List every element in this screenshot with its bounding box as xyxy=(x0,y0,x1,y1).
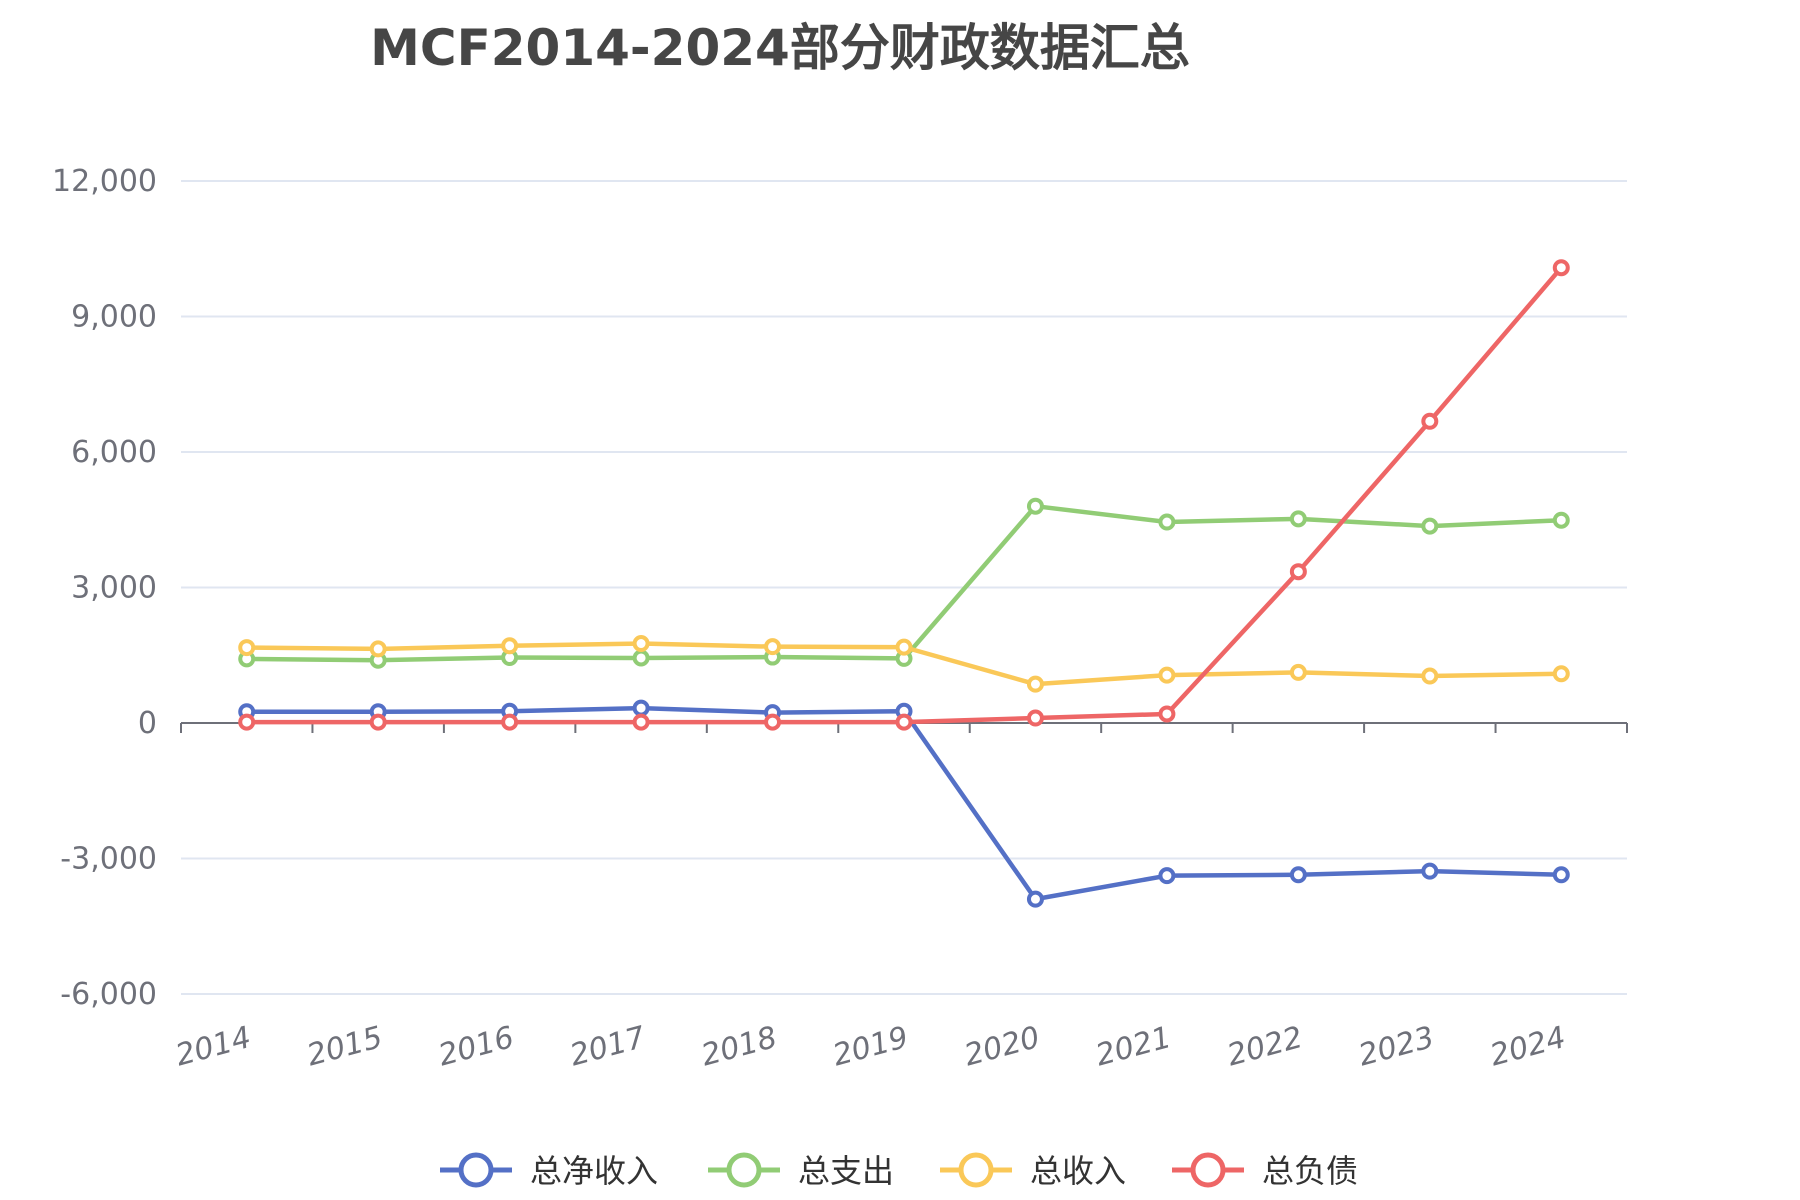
y-tick-label: 0 xyxy=(138,706,157,741)
data-point[interactable] xyxy=(632,635,650,653)
data-point[interactable] xyxy=(1026,709,1044,727)
legend-label: 总支出 xyxy=(798,1152,894,1190)
data-point[interactable] xyxy=(369,640,387,658)
data-point[interactable] xyxy=(764,713,782,731)
data-point[interactable] xyxy=(632,713,650,731)
data-point[interactable] xyxy=(1289,663,1307,681)
x-tick-label: 2015 xyxy=(303,1020,386,1074)
x-tick-label: 2023 xyxy=(1355,1020,1438,1074)
x-tick-label: 2020 xyxy=(961,1020,1044,1074)
x-tick-label: 2019 xyxy=(829,1020,912,1074)
series-line xyxy=(246,503,1562,663)
data-point[interactable] xyxy=(1552,665,1570,683)
data-point[interactable] xyxy=(1158,867,1176,885)
data-point[interactable] xyxy=(1026,890,1044,908)
data-point[interactable] xyxy=(501,713,519,731)
legend-item[interactable]: 总负债 xyxy=(1172,1152,1358,1190)
x-tick-label: 2022 xyxy=(1224,1020,1307,1074)
data-point[interactable] xyxy=(632,649,650,667)
data-point[interactable] xyxy=(369,713,387,731)
legend-label: 总净收入 xyxy=(530,1152,658,1190)
legend-item[interactable]: 总支出 xyxy=(708,1152,894,1190)
series-总负债 xyxy=(238,259,1570,731)
data-point[interactable] xyxy=(1026,675,1044,693)
data-point[interactable] xyxy=(895,638,913,656)
legend-swatch-marker xyxy=(958,1152,994,1188)
legend-swatch-marker xyxy=(1190,1152,1226,1188)
series-总净收入 xyxy=(238,699,1570,908)
data-point[interactable] xyxy=(1289,563,1307,581)
data-point[interactable] xyxy=(1289,510,1307,528)
data-point[interactable] xyxy=(1421,517,1439,535)
data-point[interactable] xyxy=(1421,412,1439,430)
data-point[interactable] xyxy=(1158,666,1176,684)
x-tick-label: 2018 xyxy=(698,1020,781,1074)
data-point[interactable] xyxy=(1552,866,1570,884)
legend[interactable]: 总净收入 总支出 总收入 总负债 xyxy=(440,1152,1358,1190)
y-tick-label: 9,000 xyxy=(71,300,157,335)
x-tick-label: 2017 xyxy=(566,1020,649,1074)
y-tick-label: 3,000 xyxy=(71,571,157,606)
legend-item[interactable]: 总收入 xyxy=(940,1152,1126,1190)
legend-label: 总收入 xyxy=(1030,1152,1126,1190)
data-point[interactable] xyxy=(1421,667,1439,685)
legend-swatch-marker xyxy=(726,1152,762,1188)
data-point[interactable] xyxy=(895,713,913,731)
data-point[interactable] xyxy=(1158,705,1176,723)
x-tick-label: 2021 xyxy=(1092,1020,1175,1074)
y-tick-label: 12,000 xyxy=(52,164,157,199)
data-point[interactable] xyxy=(1026,497,1044,515)
grid-lines xyxy=(181,180,1627,995)
x-tick-label: 2014 xyxy=(172,1020,255,1074)
data-point[interactable] xyxy=(238,713,256,731)
data-point[interactable] xyxy=(1552,511,1570,529)
series-group xyxy=(238,259,1570,908)
data-point[interactable] xyxy=(1289,866,1307,884)
legend-item[interactable]: 总净收入 xyxy=(440,1152,658,1190)
data-point[interactable] xyxy=(238,639,256,657)
legend-label: 总负债 xyxy=(1262,1152,1358,1190)
series-line xyxy=(246,705,1562,902)
y-tick-label: -6,000 xyxy=(60,977,157,1012)
data-point[interactable] xyxy=(632,699,650,717)
y-tick-label: 6,000 xyxy=(71,435,157,470)
x-tick-label: 2024 xyxy=(1487,1020,1570,1074)
data-point[interactable] xyxy=(1158,513,1176,531)
data-point[interactable] xyxy=(1421,862,1439,880)
data-point[interactable] xyxy=(764,638,782,656)
legend-swatch-marker xyxy=(458,1152,494,1188)
y-axis-labels: 12,000 9,000 6,000 3,000 0 -3,000 -6,000 xyxy=(52,164,157,1012)
x-axis-labels: 2014 2015 2016 2017 2018 2019 2020 2021 2022 2023… xyxy=(172,1020,1569,1074)
chart-title: MCF2014-2024部分财政数据汇总 xyxy=(370,19,1190,77)
x-tick-label: 2016 xyxy=(435,1020,518,1074)
y-tick-label: -3,000 xyxy=(60,842,157,877)
data-point[interactable] xyxy=(501,637,519,655)
data-point[interactable] xyxy=(1552,259,1570,277)
series-总收入 xyxy=(238,635,1570,693)
